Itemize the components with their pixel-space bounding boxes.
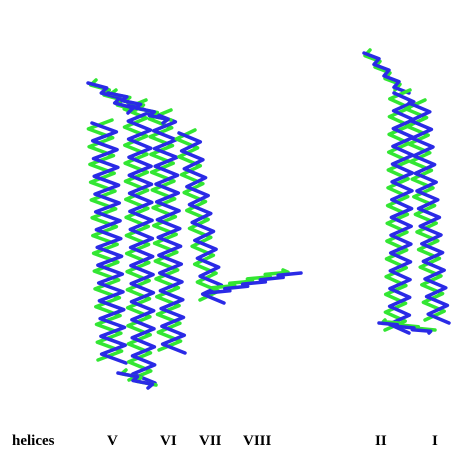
helix-label: VII	[199, 433, 222, 449]
helix-label: VIII	[243, 433, 272, 449]
helix-trace	[176, 130, 218, 300]
helix-label: I	[432, 433, 438, 449]
helix-label: V	[107, 433, 118, 449]
helix-trace	[153, 113, 185, 353]
helix-structures	[88, 50, 449, 388]
helix-label: II	[375, 433, 387, 449]
helix-trace	[212, 270, 288, 290]
helix-label: VI	[160, 433, 177, 449]
caption-label: helices	[12, 433, 55, 449]
helix-figure: helices V VI VII VIII II I	[0, 0, 455, 455]
helix-trace	[207, 273, 301, 293]
